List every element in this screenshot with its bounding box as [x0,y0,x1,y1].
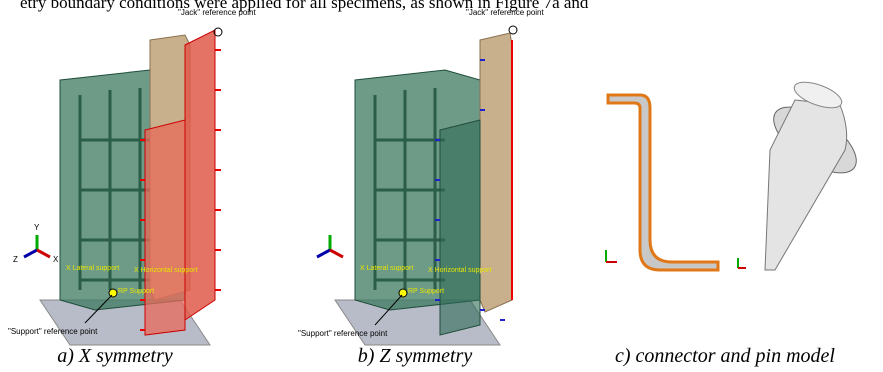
label: "Support" reference point [8,327,98,336]
support-point [399,289,407,297]
support-point [109,289,117,297]
panel-a: "Jack" reference point "Support" referen… [8,8,256,367]
axis-label: Y [34,223,40,232]
red-plate [185,30,215,320]
label: X Lateral support [66,265,119,272]
label: "Support" reference point [298,329,388,338]
axis-triad [317,235,343,257]
caption: c) connector and pin model [615,345,835,367]
red-plate [145,120,185,335]
axis-triad: Y X Z [13,223,59,264]
axis-triad [606,250,617,262]
label: RP Support [408,288,444,295]
label: X Lateral support [360,265,413,272]
plate [440,120,480,335]
panel-b: "Jack" reference point "Support" referen… [298,8,544,367]
caption: b) Z symmetry [358,345,473,367]
label: RP Support [118,288,154,295]
label: "Jack" reference point [178,8,256,17]
label: X Horizontal support [134,267,197,274]
panel-c: c) connector and pin model [606,77,867,367]
label: "Jack" reference point [466,8,544,17]
connector [608,95,718,270]
label: X Horizontal support [428,267,491,274]
caption: a) X symmetry [57,345,173,367]
jack-point [509,26,517,34]
figure: etry boundary conditions were applied fo… [0,0,883,372]
axis-label: Z [13,255,18,264]
axis-label: X [53,255,59,264]
axis-triad [738,258,746,268]
